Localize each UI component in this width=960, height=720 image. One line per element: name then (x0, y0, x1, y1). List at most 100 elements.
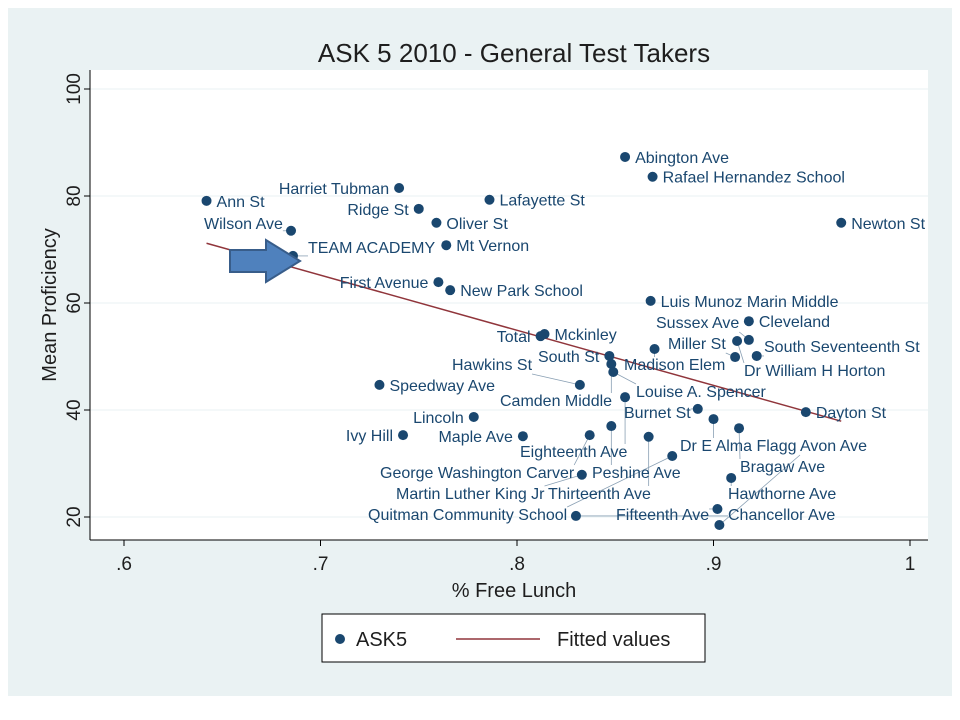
data-label: Dr William H Horton (744, 363, 885, 380)
data-point-group: Newton St (836, 216, 926, 233)
data-point (836, 217, 847, 228)
data-label: Ivy Hill (346, 428, 393, 445)
data-point (649, 344, 660, 355)
data-point (743, 316, 754, 327)
data-point (441, 240, 452, 251)
legend-box (321, 613, 706, 663)
data-point (394, 182, 405, 193)
x-tick-label: 1 (905, 554, 916, 575)
data-point (413, 203, 424, 214)
y-tick-label: 100 (64, 73, 85, 105)
data-point-group: Dr William H Horton (732, 335, 885, 380)
data-point-group: Burnet St (624, 403, 703, 422)
data-label: Burnet St (624, 405, 691, 422)
data-point-group: Avon Ave (714, 438, 867, 531)
data-point (606, 421, 617, 432)
data-label: Camden Middle (500, 393, 612, 410)
data-point-group: Hawthorne Ave (726, 472, 836, 503)
data-point-group: Dr E Alma Flagg (680, 414, 796, 455)
data-point (714, 520, 725, 531)
data-label: Quitman Community School (368, 507, 567, 524)
data-point-group: South St (538, 349, 615, 366)
data-point (484, 194, 495, 205)
data-point-group: Rafael Hernandez School (647, 170, 845, 187)
x-tick-label: .9 (706, 554, 722, 575)
data-point-group: Quitman Community School (368, 451, 678, 524)
label-leader-line (567, 455, 673, 508)
data-label: Fifteenth Ave (616, 507, 709, 524)
data-label: New Park School (460, 283, 583, 300)
data-point-group: Total (497, 329, 546, 346)
data-label: Newton St (851, 216, 925, 233)
data-label: Miller St (668, 336, 726, 353)
data-point-group: George Washington Carver (380, 430, 595, 482)
label-leader-line (719, 454, 801, 526)
data-point-group: Camden Middle (500, 358, 617, 410)
data-label: Dayton St (816, 405, 887, 422)
data-point (692, 403, 703, 414)
x-tick-label: .8 (509, 554, 525, 575)
legend: ASK5 Fitted values (321, 613, 706, 663)
data-point (286, 225, 297, 236)
data-label: Cleveland (759, 314, 830, 331)
data-point-group: Louise A. Spencer (608, 367, 767, 401)
data-point-group: Maple Ave (438, 429, 528, 446)
data-point (584, 430, 595, 441)
data-label: Sussex Ave (656, 315, 739, 332)
data-point (712, 503, 723, 514)
label-leader-line (573, 434, 591, 466)
data-label: Lincoln (413, 410, 464, 427)
data-label: George Washington Carver (380, 465, 575, 482)
data-point-group: Thirteenth Ave (548, 431, 654, 503)
data-point (751, 350, 762, 361)
data-label: Hawkins St (452, 357, 533, 374)
data-point (732, 335, 743, 346)
data-label: Louise A. Spencer (636, 384, 767, 401)
data-point-group: Ivy Hill (346, 428, 409, 445)
data-label: Wilson Ave (204, 216, 283, 233)
data-label: South Seventeenth St (764, 339, 920, 356)
data-point-group: Mt Vernon (441, 238, 529, 255)
data-label: Oliver St (446, 216, 508, 233)
data-point (201, 195, 212, 206)
data-label: Peshine Ave (592, 465, 681, 482)
data-point-group: Abington Ave (620, 150, 729, 167)
data-point (374, 379, 385, 390)
data-point-group: Lincoln (413, 410, 479, 427)
x-axis-label: % Free Lunch (452, 580, 577, 602)
data-point (645, 295, 656, 306)
data-point-group: Cleveland (743, 314, 830, 331)
data-point-group: Eighteenth Ave (520, 392, 631, 461)
data-point-group: Chancellor Ave (570, 507, 835, 524)
data-point-group: Wilson Ave (204, 216, 297, 236)
data-point (576, 469, 587, 480)
data-point (643, 431, 654, 442)
data-point-group: Ann St (201, 194, 266, 211)
data-point (431, 217, 442, 228)
data-label: Luis Munoz Marin Middle (661, 294, 839, 311)
data-point-group: Lafayette St (484, 193, 585, 210)
label-leader-line (544, 474, 582, 487)
data-label: Martin Luther King Jr (396, 486, 545, 503)
data-point-group: Speedway Ave (374, 378, 495, 395)
data-point-group: Martin Luther King Jr (396, 469, 587, 503)
data-label: South St (538, 349, 600, 366)
data-label: Harriet Tubman (279, 181, 389, 198)
data-label: Total (497, 329, 531, 346)
data-point-group: Peshine Ave (592, 421, 681, 482)
data-point (574, 379, 585, 390)
data-point (433, 277, 444, 288)
data-point-group: Miller St (668, 336, 741, 363)
data-point (398, 430, 409, 441)
data-label: Ann St (217, 194, 266, 211)
data-point-group: Ridge St (347, 202, 424, 219)
data-point (743, 334, 754, 345)
legend-label-ask5: ASK5 (356, 629, 407, 651)
data-point-group: Sussex Ave (656, 315, 754, 345)
data-point-group: Oliver St (431, 216, 508, 233)
data-point (620, 151, 631, 162)
data-point (570, 510, 581, 521)
fitted-line (206, 242, 842, 422)
data-label: Abington Ave (635, 150, 729, 167)
